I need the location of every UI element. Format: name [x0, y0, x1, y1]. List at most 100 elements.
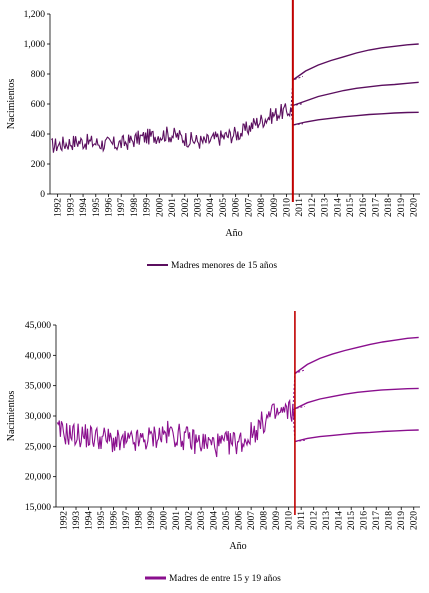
x-tick-label: 2017: [372, 511, 382, 530]
chart-1-y-axis-ticks: 0 200 400 600 800 1,000 1,200: [24, 10, 50, 200]
x-tick-label: 2004: [210, 511, 220, 530]
x-tick-label: 2013: [322, 511, 332, 530]
x-tick-label: 1994: [79, 198, 89, 217]
x-tick-label: 2016: [359, 198, 369, 217]
y-tick-label: 800: [31, 70, 46, 80]
chart-1-series: [50, 43, 419, 153]
x-tick-label: 1997: [122, 511, 132, 530]
x-tick-label: 2012: [310, 511, 320, 530]
forecast-lower-line: [292, 111, 419, 126]
y-tick-label: 1,000: [24, 40, 46, 50]
chart-1: 0 200 400 600 800 1,000 1,200 1992 1993 1994 1995…: [6, 0, 420, 271]
chart-2-y-axis-label: Nacimientos: [6, 391, 17, 442]
x-tick-label: 2019: [397, 511, 407, 530]
y-tick-label: 200: [31, 160, 46, 170]
x-tick-label: 2016: [360, 511, 370, 530]
forecast-upper-line: [292, 43, 419, 81]
forecast-upper-line: [294, 336, 419, 375]
x-tick-label: 2013: [321, 198, 331, 217]
x-tick-label: 2012: [308, 198, 318, 217]
x-tick-label: 2015: [347, 511, 357, 530]
historic-series-line: [50, 103, 294, 153]
x-tick-label: 1996: [104, 198, 114, 217]
x-tick-label: 2015: [346, 198, 356, 217]
y-tick-label: 35,000: [25, 382, 51, 392]
x-tick-label: 2009: [272, 511, 282, 530]
chart-2-y-axis-ticks: 15,000 20,000 25,000 30,000 35,000 40,000 45,0…: [25, 321, 56, 513]
x-tick-label: 2005: [219, 198, 229, 217]
x-tick-label: 1998: [130, 198, 140, 217]
chart-2-legend: Madres de entre 15 y 19 años: [145, 574, 281, 584]
x-tick-label: 2011: [297, 511, 307, 530]
y-tick-label: 30,000: [25, 412, 51, 422]
chart-2-series: [56, 336, 419, 458]
y-tick-label: 0: [40, 190, 45, 200]
x-tick-label: 2014: [333, 198, 343, 217]
forecast-central-line: [292, 81, 419, 107]
x-tick-label: 2020: [410, 198, 420, 217]
x-tick-label: 2006: [232, 198, 242, 217]
x-tick-label: 2001: [168, 198, 178, 217]
y-tick-label: 1,200: [24, 10, 46, 20]
chart-2-legend-label: Madres de entre 15 y 19 años: [169, 574, 281, 584]
x-tick-label: 2019: [397, 198, 407, 217]
x-tick-label: 2017: [371, 198, 381, 217]
x-tick-label: 1994: [85, 511, 95, 530]
forecast-transition-dash: [290, 75, 304, 111]
x-tick-label: 2020: [410, 511, 420, 530]
y-tick-label: 25,000: [25, 442, 51, 452]
x-tick-label: 1999: [143, 198, 153, 217]
x-tick-label: 2002: [181, 198, 191, 217]
x-tick-label: 2018: [384, 198, 394, 217]
x-tick-label: 2010: [282, 198, 292, 217]
x-tick-label: 2008: [260, 511, 270, 530]
chart-1-y-axis-label: Nacimientos: [6, 79, 17, 130]
x-tick-label: 1993: [66, 198, 76, 217]
x-tick-label: 2007: [244, 198, 254, 217]
x-tick-label: 1997: [117, 198, 127, 217]
x-tick-label: 2007: [247, 511, 257, 530]
forecast-transition-dash: [290, 109, 303, 126]
x-tick-label: 2004: [206, 198, 216, 217]
x-tick-label: 2009: [270, 198, 280, 217]
y-tick-label: 45,000: [25, 321, 51, 331]
x-tick-label: 1995: [97, 511, 107, 530]
x-tick-label: 2006: [235, 511, 245, 530]
x-tick-label: 2001: [172, 511, 182, 530]
x-tick-label: 1996: [110, 511, 120, 530]
chart-1-legend: Madres menores de 15 años: [147, 261, 277, 271]
x-tick-label: 1998: [135, 511, 145, 530]
chart-1-legend-label: Madres menores de 15 años: [171, 261, 277, 271]
y-tick-label: 600: [31, 100, 46, 110]
historic-series-line: [56, 398, 296, 458]
x-tick-label: 1993: [72, 511, 82, 530]
y-tick-label: 20,000: [25, 473, 51, 483]
chart-2: 15,000 20,000 25,000 30,000 35,000 40,000 45,0…: [6, 311, 420, 584]
y-tick-label: 400: [31, 130, 46, 140]
chart-1-x-axis-ticks: 1992 1993 1994 1995 1996 1997 1998 1999 2000 2001…: [54, 194, 420, 217]
forecast-central-line: [294, 387, 419, 410]
x-tick-label: 2002: [185, 511, 195, 530]
x-tick-label: 1992: [54, 198, 64, 217]
x-tick-label: 1995: [92, 198, 102, 217]
x-tick-label: 2014: [335, 511, 345, 530]
x-tick-label: 1992: [60, 511, 70, 530]
x-tick-label: 2000: [160, 511, 170, 530]
chart-2-x-axis-ticks: 1992 1993 1994 1995 1996 1997 1998 1999 2000 2001…: [60, 507, 420, 530]
x-tick-label: 2010: [285, 511, 295, 530]
forecast-transition-dash: [292, 405, 306, 411]
x-tick-label: 1999: [147, 511, 157, 530]
x-tick-label: 2003: [193, 198, 203, 217]
forecast-lower-line: [294, 429, 419, 443]
x-tick-label: 2008: [257, 198, 267, 217]
x-tick-label: 2005: [222, 511, 232, 530]
x-tick-label: 2003: [197, 511, 207, 530]
chart-2-x-axis-label: Año: [229, 541, 246, 552]
chart-1-x-axis-label: Año: [225, 228, 242, 239]
y-tick-label: 15,000: [25, 503, 51, 513]
x-tick-label: 2000: [155, 198, 165, 217]
x-tick-label: 2018: [385, 511, 395, 530]
x-tick-label: 2011: [295, 198, 305, 217]
y-tick-label: 40,000: [25, 351, 51, 361]
